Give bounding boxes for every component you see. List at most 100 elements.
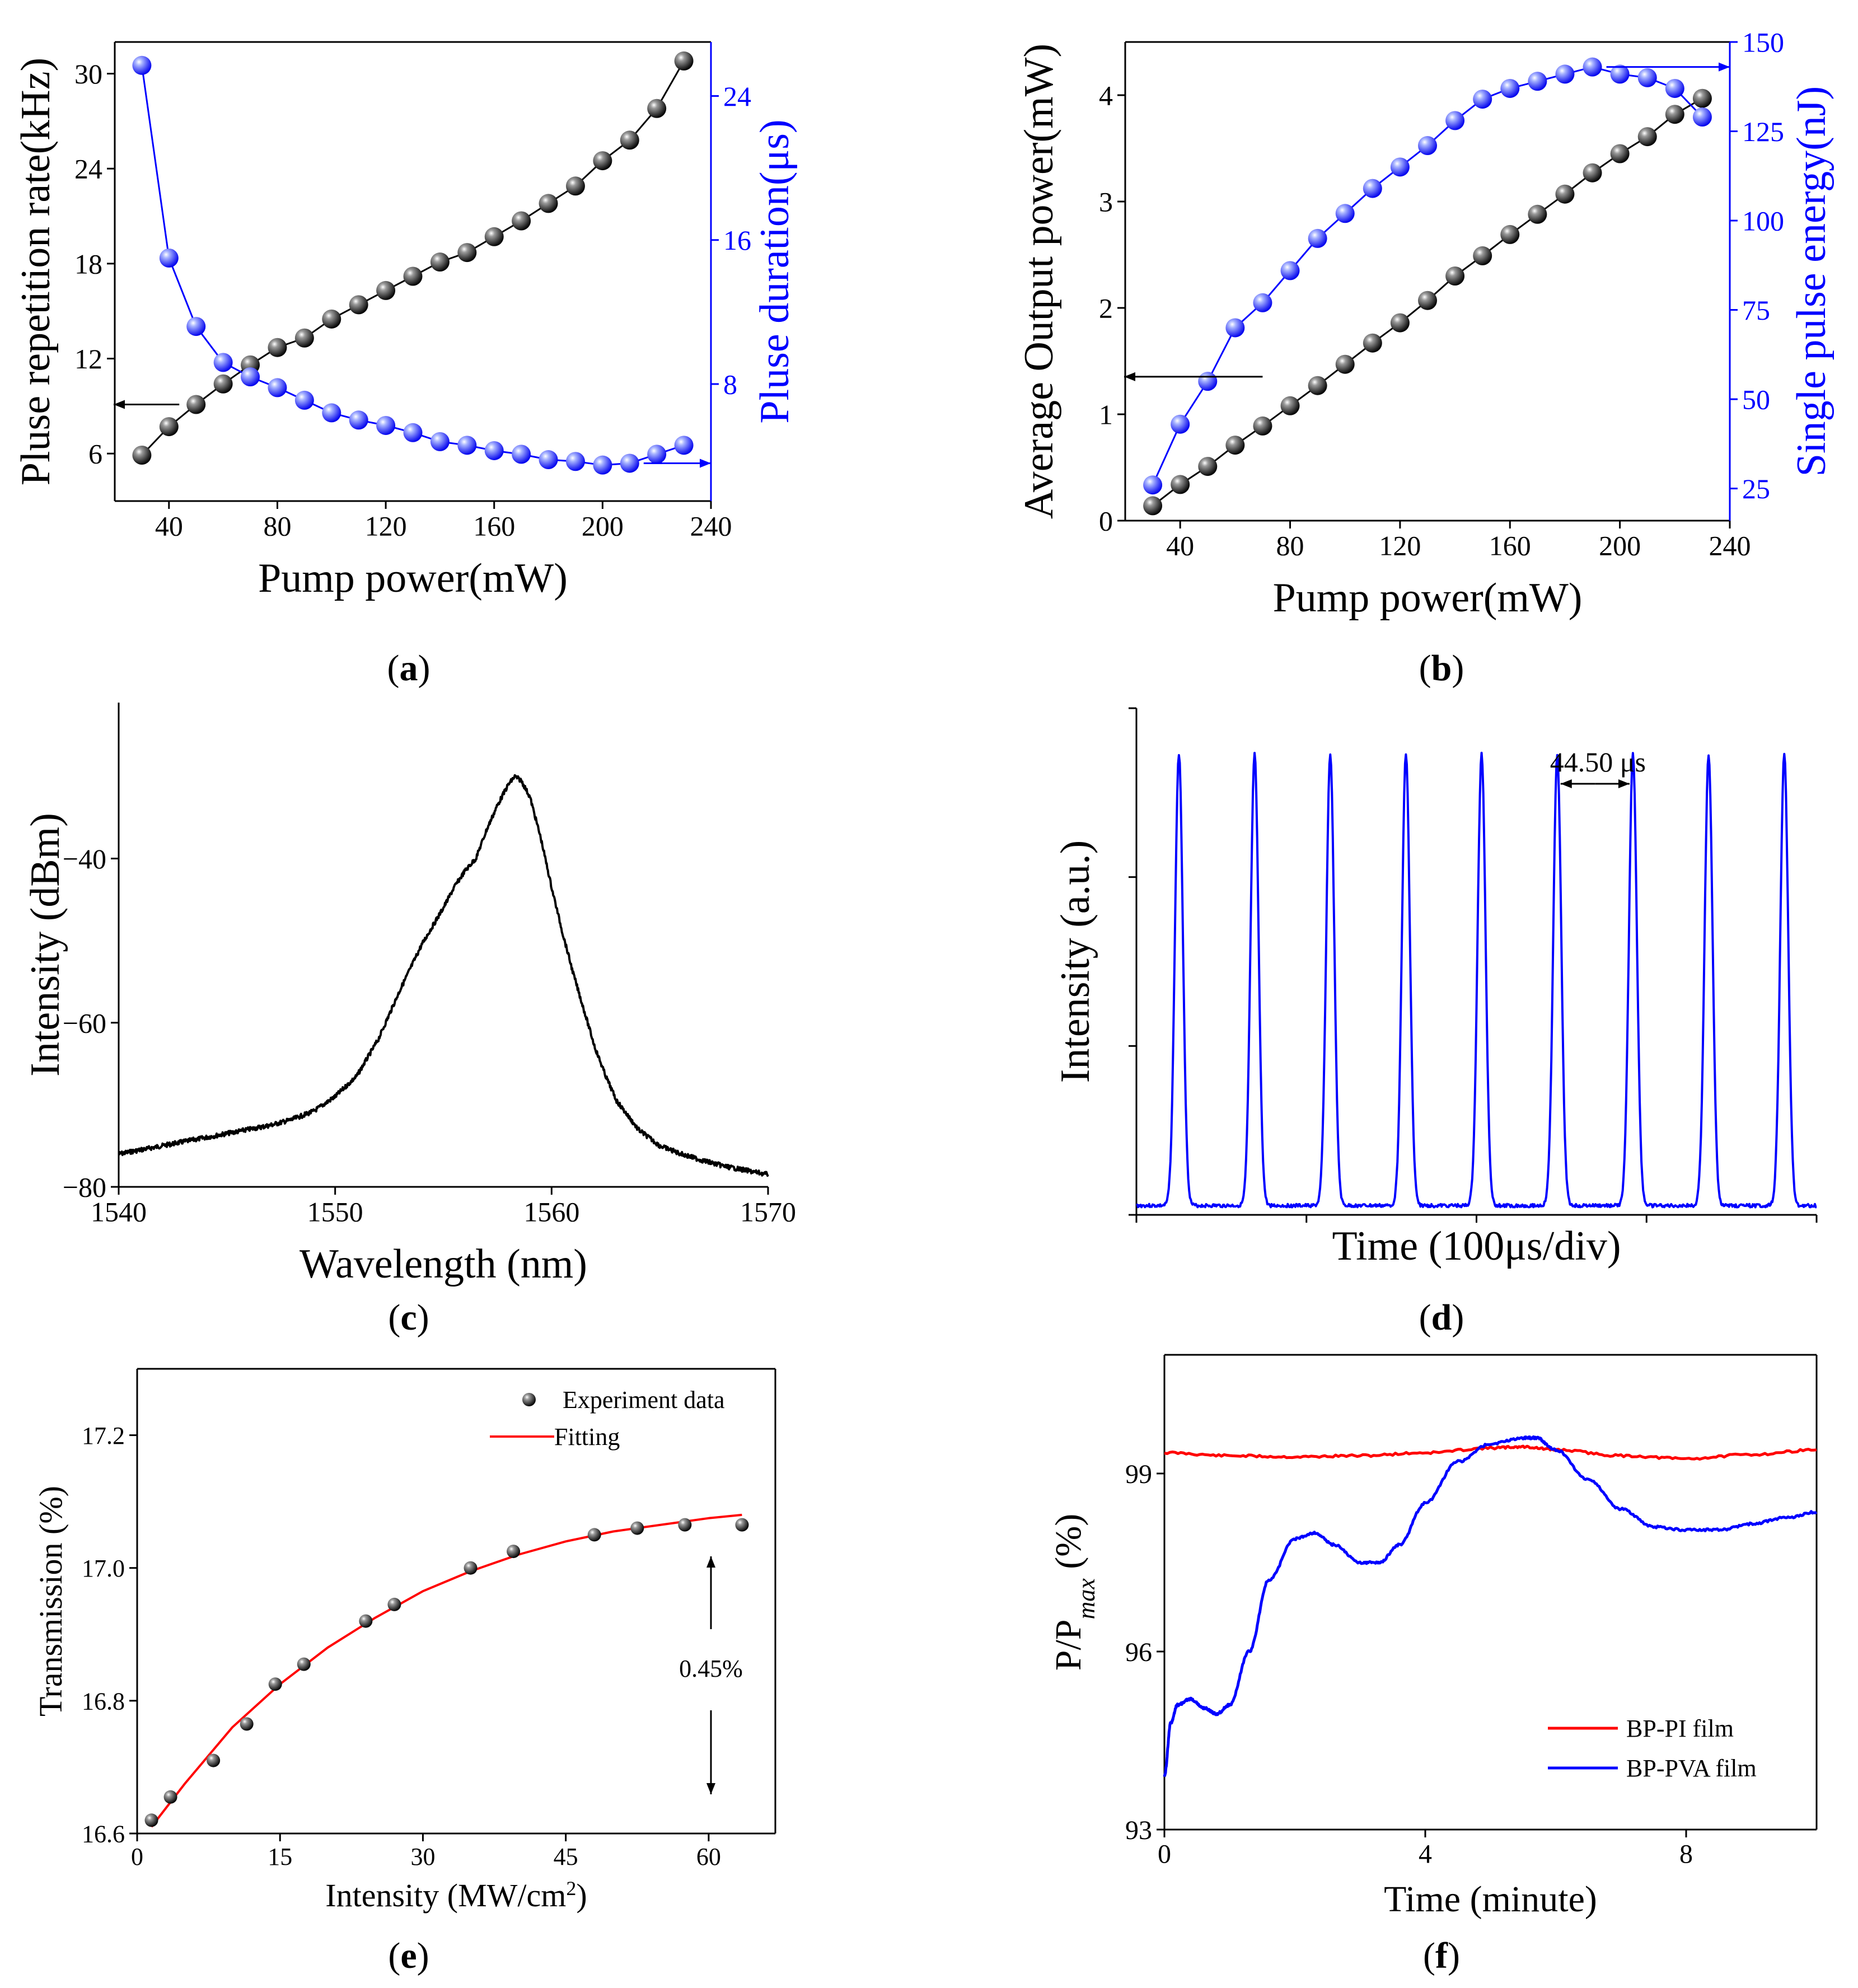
caption-open-paren: ( (388, 1935, 400, 1976)
x-tick-label: 0 (1158, 1840, 1171, 1869)
data-point-output-power (1198, 457, 1218, 476)
data-point-experiment (144, 1813, 158, 1827)
y-tick-label: 17.0 (82, 1555, 125, 1582)
data-point-repetition-rate (484, 227, 504, 246)
data-point-experiment (735, 1518, 749, 1532)
data-point-pulse-energy (1253, 293, 1272, 312)
y-right-tick-label: 100 (1742, 205, 1784, 237)
caption-open-paren: ( (387, 648, 400, 689)
data-point-pulse-energy (1198, 372, 1218, 391)
x-tick-label: 1560 (523, 1196, 579, 1228)
y-right-tick-label: 24 (723, 81, 751, 112)
x-tick-label: 160 (1489, 530, 1531, 562)
legend-marker-experiment (522, 1393, 536, 1406)
y-tick-label: 16.8 (82, 1687, 125, 1715)
legend-label-bp-pi: BP-PI film (1626, 1715, 1734, 1742)
panel-caption: (d) (1419, 1297, 1464, 1338)
y-tick-label: 17.2 (82, 1422, 125, 1449)
data-point-output-power (1335, 354, 1355, 374)
spectrum-line (118, 774, 769, 1177)
data-point-repetition-rate (159, 417, 179, 437)
bp-pva-film-line (1163, 1435, 1818, 1777)
y-axis-label: Pluse repetition rate(kHz) (13, 58, 59, 485)
data-point-pulse-duration (647, 445, 667, 464)
arrow-left-axis-head (1124, 372, 1135, 381)
x-axis-label-text: Intensity (MW/cm (325, 1877, 566, 1914)
y-tick-label: −80 (63, 1172, 106, 1203)
y-right-tick-label: 16 (723, 224, 751, 256)
arrow-right-axis-head (700, 459, 711, 468)
x-tick-label: 15 (268, 1843, 292, 1870)
data-point-output-power (1308, 376, 1327, 395)
data-point-repetition-rate (349, 295, 368, 315)
x-axis-label-tail: ) (576, 1877, 587, 1914)
data-point-pulse-energy (1473, 90, 1492, 109)
data-point-pulse-duration (376, 415, 396, 435)
y-axis-label-tail: (%) (1048, 1514, 1089, 1578)
caption-close-paren: ) (1448, 1935, 1460, 1976)
data-point-pulse-energy (1528, 72, 1547, 91)
arrow-right-axis-head (1719, 62, 1730, 72)
data-point-pulse-duration (322, 403, 341, 423)
x-axis-label: Pump power(mW) (1273, 575, 1583, 621)
y-tick-label: 24 (74, 153, 102, 185)
x-tick-label: 40 (1166, 530, 1194, 562)
x-axis-label-superscript: 2 (566, 1877, 576, 1900)
y-axis-label: Intensity (dBm) (22, 813, 68, 1077)
x-tick-label: 200 (1599, 530, 1641, 562)
data-point-repetition-rate (376, 280, 396, 300)
period-arrow-left-head (1560, 779, 1572, 788)
x-tick-label: 1540 (91, 1196, 147, 1228)
data-point-experiment (359, 1614, 373, 1628)
data-point-output-power (1390, 313, 1410, 333)
panel-caption: (f) (1423, 1935, 1460, 1976)
data-point-pulse-energy (1665, 78, 1684, 98)
y-tick-label: 30 (74, 58, 102, 90)
y-tick-label: 0 (1099, 506, 1113, 537)
y-axis-label: P/Pmax (%) (1048, 1514, 1100, 1671)
chart-panel-f: 0 4 8 93 96 99 Time (minute) P/Pmax (%) BP-PI fi… (1048, 1354, 1818, 1976)
data-point-pulse-energy (1610, 64, 1630, 84)
y-right-tick-label: 125 (1742, 116, 1784, 147)
y-tick-label: 6 (88, 438, 102, 470)
x-axis-label: Wavelength (nm) (299, 1241, 587, 1287)
y-tick-label: 93 (1125, 1816, 1152, 1845)
data-point-pulse-energy (1280, 261, 1300, 280)
data-point-pulse-energy (1555, 64, 1575, 84)
data-point-pulse-energy (1500, 78, 1520, 98)
data-point-pulse-energy (1335, 204, 1355, 223)
chart-panel-b: 40 80 120 160 200 240 0 1 2 3 4 25 50 75 100 125 150 Pump… (1016, 27, 1834, 689)
data-point-pulse-duration (539, 450, 558, 470)
data-point-pulse-duration (403, 423, 423, 442)
data-point-repetition-rate (620, 130, 639, 150)
caption-close-paren: ) (417, 1297, 429, 1338)
x-axis-label: Time (minute) (1384, 1879, 1597, 1920)
x-tick-label: 40 (155, 511, 183, 542)
data-point-output-power (1363, 333, 1382, 353)
fitting-line (150, 1513, 742, 1828)
data-point-pulse-duration (620, 453, 639, 473)
chart-panel-e: 0 15 30 45 60 16.6 16.8 17.0 17.2 Intensity (MW/c… (32, 1368, 776, 1976)
caption-close-paren: ) (1452, 1297, 1464, 1338)
y-tick-label: −40 (63, 843, 106, 874)
x-axis-label: Pump power(mW) (258, 555, 568, 601)
y-right-tick-label: 25 (1742, 473, 1770, 504)
span-arrow-up-head (706, 1556, 715, 1568)
data-point-experiment (507, 1545, 521, 1559)
y-right-tick-label: 8 (723, 368, 737, 400)
panel-caption: (e) (388, 1935, 429, 1976)
data-point-repetition-rate (647, 99, 667, 118)
data-point-pulse-energy (1637, 68, 1657, 87)
x-tick-label: 60 (696, 1843, 721, 1870)
legend-label-bp-pva: BP-PVA film (1626, 1755, 1757, 1782)
data-point-pulse-energy (1171, 414, 1190, 434)
y-axis-label: Average Output power(mW) (1016, 44, 1062, 519)
data-point-experiment (163, 1790, 177, 1804)
data-point-pulse-duration (132, 55, 152, 75)
data-point-repetition-rate (565, 176, 585, 196)
data-point-repetition-rate (132, 446, 152, 465)
data-point-repetition-rate (512, 211, 531, 231)
x-tick-label: 4 (1419, 1840, 1432, 1869)
x-tick-label: 240 (1709, 530, 1751, 562)
data-point-pulse-energy (1583, 57, 1602, 77)
